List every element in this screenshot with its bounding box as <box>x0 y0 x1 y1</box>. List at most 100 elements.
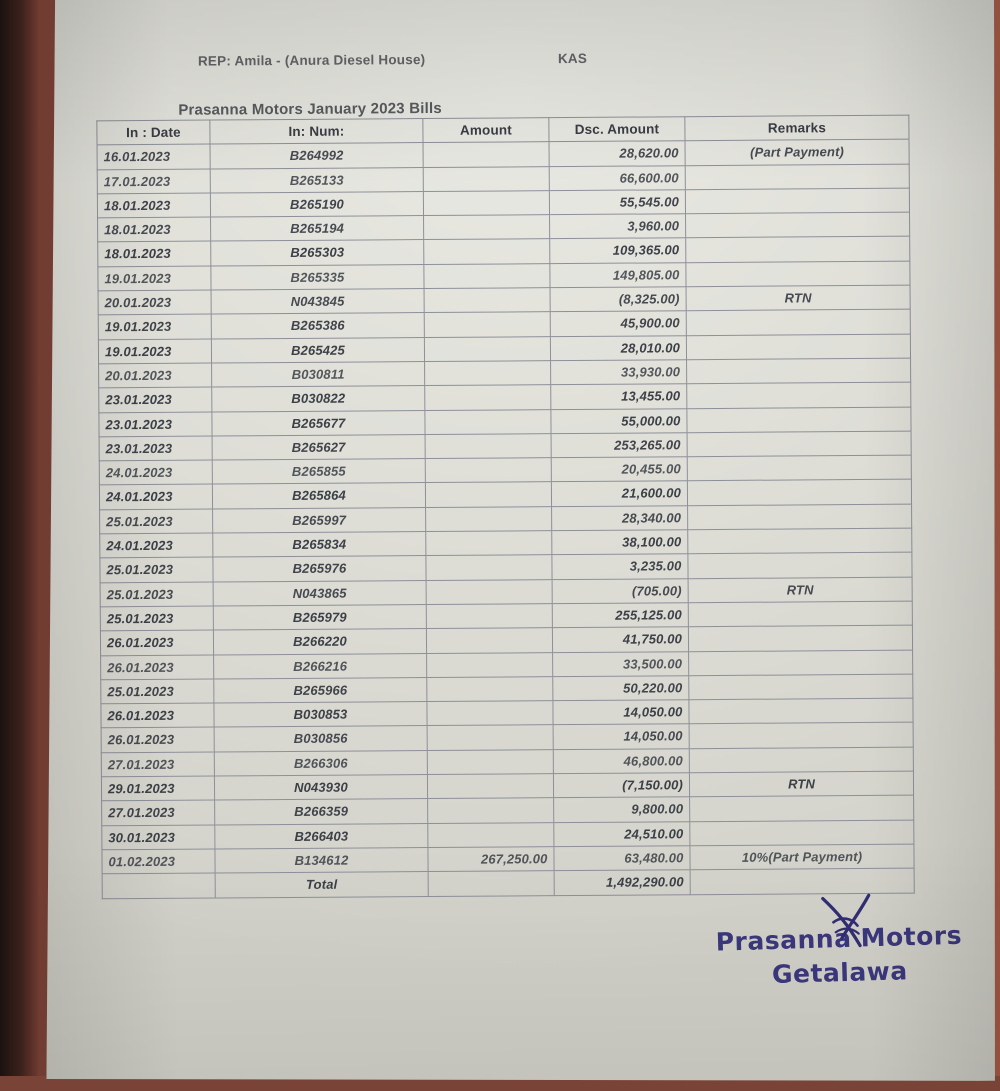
amount-cell <box>428 822 554 847</box>
invoice-number-cell: B266306 <box>214 750 427 776</box>
invoice-number-cell: B265303 <box>211 240 424 266</box>
invoice-number-cell: N043930 <box>214 775 427 801</box>
total-label-cell: Total <box>215 872 428 898</box>
remarks-cell <box>685 188 909 214</box>
bill-date-cell: 18.01.2023 <box>97 193 210 218</box>
bill-date-cell: 16.01.2023 <box>97 144 210 169</box>
amount-cell <box>426 531 552 556</box>
dsc-amount-cell: (7,150.00) <box>553 773 689 798</box>
remarks-cell <box>689 723 913 749</box>
dsc-amount-cell: 255,125.00 <box>552 603 688 628</box>
column-header-date: In : Date <box>97 120 210 145</box>
remarks-cell: (Part Payment) <box>685 139 909 165</box>
dsc-amount-cell: 55,000.00 <box>551 408 687 433</box>
paper-sheet: REP: Amila - (Anura Diesel House) KAS Pr… <box>36 0 1000 1090</box>
remarks-cell <box>686 310 910 336</box>
dsc-amount-cell: 149,805.00 <box>550 262 686 287</box>
dsc-amount-cell: 21,600.00 <box>551 481 687 506</box>
remarks-cell <box>686 237 910 263</box>
dsc-amount-cell: 33,930.00 <box>551 360 687 385</box>
kas-label: KAS <box>557 50 588 67</box>
invoice-number-cell: B030811 <box>212 362 425 388</box>
invoice-number-cell: B265864 <box>212 483 425 509</box>
bill-date-cell: 01.02.2023 <box>102 849 215 874</box>
remarks-cell <box>687 455 911 481</box>
amount-cell <box>424 288 550 313</box>
company-stamp: Prasanna Motors Getalawa <box>703 884 976 1011</box>
bill-date-cell: 23.01.2023 <box>99 436 212 461</box>
amount-cell <box>425 434 551 459</box>
invoice-number-cell: B265133 <box>210 167 423 193</box>
amount-cell <box>425 482 551 507</box>
amount-cell <box>425 361 551 386</box>
amount-cell <box>427 701 553 726</box>
dsc-amount-cell: 3,960.00 <box>550 214 686 239</box>
dsc-amount-cell: 28,620.00 <box>549 141 685 166</box>
amount-cell <box>426 579 552 604</box>
invoice-number-cell: B265335 <box>211 264 424 290</box>
remarks-cell <box>687 407 911 433</box>
bill-date-cell: 26.01.2023 <box>101 703 214 728</box>
dsc-amount-cell: 13,455.00 <box>551 384 687 409</box>
invoice-number-cell: B265194 <box>211 216 424 242</box>
invoice-number-cell: B265979 <box>213 604 426 630</box>
bill-date-cell: 26.01.2023 <box>101 655 214 680</box>
bill-date-cell: 19.01.2023 <box>98 314 211 339</box>
amount-cell <box>427 676 553 701</box>
dsc-amount-cell: 28,340.00 <box>552 505 688 530</box>
invoice-number-cell: B265627 <box>212 434 425 460</box>
invoice-number-cell: B265997 <box>213 507 426 533</box>
dsc-amount-cell: 66,600.00 <box>549 165 685 190</box>
invoice-number-cell: B265425 <box>211 337 424 363</box>
bill-date-cell: 25.01.2023 <box>101 679 214 704</box>
dsc-amount-cell: 28,010.00 <box>550 335 686 360</box>
dsc-amount-cell: 63,480.00 <box>554 846 690 871</box>
amount-cell <box>424 336 550 361</box>
dsc-amount-cell: 9,800.00 <box>554 797 690 822</box>
bill-date-cell: 20.01.2023 <box>99 363 212 388</box>
bill-date-cell: 25.01.2023 <box>100 557 213 582</box>
bill-date-cell: 25.01.2023 <box>100 582 213 607</box>
dsc-amount-cell: (8,325.00) <box>550 287 686 312</box>
remarks-cell <box>687 358 911 384</box>
remarks-cell: RTN <box>688 577 912 603</box>
bill-date-cell: 25.01.2023 <box>100 606 213 631</box>
remarks-cell <box>690 820 914 846</box>
amount-cell <box>426 628 552 653</box>
remarks-cell <box>689 747 913 773</box>
amount-cell <box>425 409 551 434</box>
invoice-number-cell: B030856 <box>214 726 427 752</box>
dsc-amount-cell: 24,510.00 <box>554 821 690 846</box>
dsc-amount-cell: 3,235.00 <box>552 554 688 579</box>
dsc-amount-cell: 33,500.00 <box>553 651 689 676</box>
dsc-amount-cell: 45,900.00 <box>550 311 686 336</box>
bill-date-cell: 17.01.2023 <box>97 169 210 194</box>
column-header-invoice-num: In: Num: <box>210 119 423 145</box>
invoice-number-cell: B265677 <box>212 410 425 436</box>
invoice-number-cell: B266216 <box>214 653 427 679</box>
remarks-cell <box>686 261 910 287</box>
bill-date-cell: 26.01.2023 <box>100 630 213 655</box>
invoice-number-cell: N043845 <box>211 289 424 315</box>
remarks-cell <box>690 795 914 821</box>
remarks-cell: 10%(Part Payment) <box>690 844 914 870</box>
dsc-amount-cell: 14,050.00 <box>553 700 689 725</box>
remarks-cell <box>687 431 911 457</box>
remarks-cell <box>688 625 912 651</box>
rep-line: REP: Amila - (Anura Diesel House) <box>197 52 426 69</box>
stamp-company-name: Prasanna Motors <box>715 920 963 957</box>
bill-date-cell: 26.01.2023 <box>101 727 214 752</box>
remarks-cell <box>685 164 909 190</box>
total-amount-cell <box>428 871 554 896</box>
dsc-amount-cell: 20,455.00 <box>551 457 687 482</box>
signature-squiggle-icon <box>813 893 889 955</box>
amount-cell <box>423 191 549 216</box>
invoice-number-cell: B265190 <box>210 191 423 217</box>
remarks-cell: RTN <box>686 285 910 311</box>
total-dsc-cell: 1,492,290.00 <box>554 870 690 895</box>
column-header-remarks: Remarks <box>685 115 909 141</box>
remarks-cell <box>688 552 912 578</box>
amount-cell <box>424 263 550 288</box>
amount-cell <box>426 506 552 531</box>
invoice-number-cell: B134612 <box>215 847 428 873</box>
